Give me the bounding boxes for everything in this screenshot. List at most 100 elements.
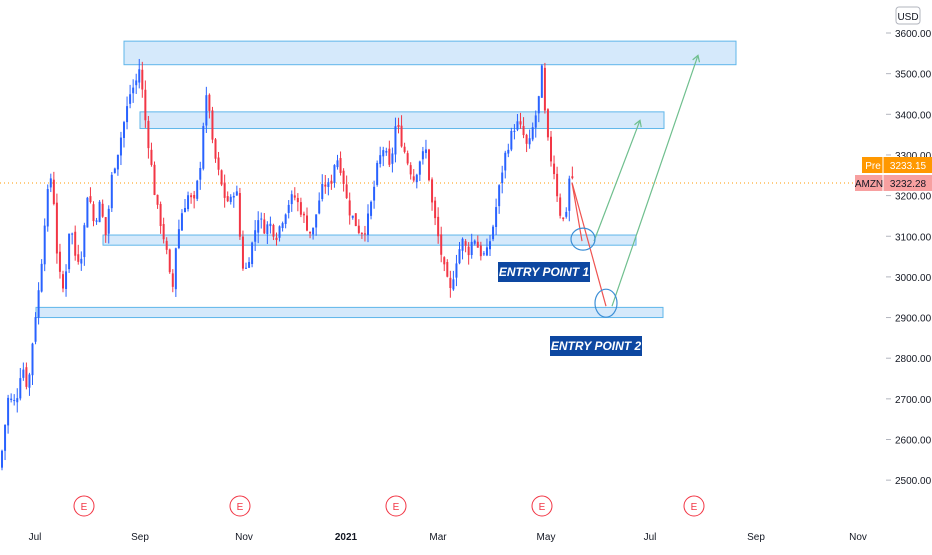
candle-body [135, 80, 138, 86]
candle-body [168, 249, 171, 273]
candle-body [214, 139, 217, 159]
projection-up-1 [593, 120, 641, 242]
candle-body [89, 196, 92, 202]
candle-body [58, 251, 61, 272]
x-tick-label: Sep [747, 532, 765, 543]
pre-value: 3233.15 [890, 161, 927, 172]
candle-body [95, 220, 98, 222]
price-axis[interactable]: 3600.00 3500.00 3400.00 3300.00 3200.00 3100.… [861, 0, 932, 520]
candle-body [412, 176, 415, 181]
earnings-marker[interactable] [683, 495, 705, 517]
candle-body [184, 207, 186, 213]
candle-body [562, 217, 565, 220]
candle-body [550, 136, 552, 162]
earnings-marker[interactable] [385, 495, 407, 517]
last-value: 3232.28 [890, 179, 927, 190]
candle-body [470, 241, 473, 255]
candle-body [391, 153, 394, 164]
currency-label: USD [897, 12, 918, 23]
y-tick-label: 3600.00 [895, 29, 932, 40]
candle-body [43, 225, 46, 265]
candle-body [498, 185, 501, 207]
candle-body [464, 241, 467, 246]
candle-body [568, 178, 571, 211]
zone-box [123, 40, 737, 66]
currency-box[interactable]: USD [895, 6, 921, 25]
y-tick-label: 3400.00 [895, 110, 932, 121]
candle-body [162, 224, 165, 240]
projection-up-2 [611, 55, 699, 307]
candles [1, 58, 574, 471]
candle-body [223, 182, 226, 198]
y-tick-label: 3100.00 [895, 232, 932, 243]
candle-body [461, 238, 464, 251]
candle-body [428, 149, 430, 181]
candle-body [126, 106, 129, 123]
candle-body [516, 121, 519, 130]
candle-body [476, 241, 479, 248]
candle-body [522, 126, 525, 136]
candle-body [34, 317, 37, 342]
pre-tag: Pre [865, 161, 881, 172]
candle-body [565, 211, 568, 217]
earnings-marker[interactable] [229, 495, 251, 517]
candle-body [31, 343, 34, 376]
x-tick-label: Jul [644, 532, 657, 543]
candle-body [116, 154, 119, 170]
pre-market-label: Pre 3233.15 [862, 157, 932, 173]
candle-body [370, 201, 373, 216]
resistance-zones [35, 40, 737, 319]
candle-body [467, 246, 470, 256]
candle-body [306, 215, 308, 231]
last-price-label: AMZN 3232.28 [855, 175, 932, 191]
candle-body [165, 240, 168, 250]
candle-body [171, 273, 174, 287]
candle-body [507, 149, 510, 154]
candle-body [281, 223, 284, 229]
candle-body [71, 233, 74, 235]
candle-body [540, 65, 543, 98]
candle-body [28, 374, 31, 388]
y-tick-label: 3500.00 [895, 70, 932, 81]
candle-body [351, 215, 354, 218]
earnings-marker-label: E [393, 502, 400, 513]
y-tick-label: 2500.00 [895, 476, 932, 487]
candle-body [1, 450, 3, 468]
candle-body [400, 125, 403, 147]
arrow-head [692, 54, 701, 63]
candle-body [104, 217, 107, 235]
x-tick-label: 2021 [335, 532, 358, 543]
candle-body [525, 134, 528, 144]
candle-body [345, 184, 348, 199]
entry-point-2-text: ENTRY POINT 2 [551, 339, 642, 353]
zone-box [35, 306, 664, 319]
candle-body [248, 262, 251, 268]
candle-body [348, 200, 351, 216]
earnings-marker[interactable] [531, 495, 553, 517]
candle-body [284, 214, 287, 224]
y-tick-label: 3300.00 [895, 151, 932, 162]
projection-arrows [570, 54, 701, 318]
candle-body [528, 138, 531, 145]
candle-body [367, 213, 369, 236]
candle-body [49, 178, 52, 188]
candle-body [196, 180, 199, 199]
x-tick-label: Nov [849, 532, 867, 543]
candle-body [327, 182, 330, 187]
candle-body [382, 150, 385, 157]
x-tick-label: May [537, 532, 556, 543]
candle-body [556, 173, 559, 197]
candle-body [440, 234, 443, 255]
earnings-marker[interactable] [73, 495, 95, 517]
candle-body [110, 174, 113, 209]
candle-body [174, 248, 177, 290]
candle-body [492, 226, 495, 240]
candle-body [199, 168, 202, 180]
candle-body [546, 109, 549, 138]
candle-body [534, 115, 537, 128]
x-tick-label: Sep [131, 532, 149, 543]
candle-body [312, 227, 315, 235]
